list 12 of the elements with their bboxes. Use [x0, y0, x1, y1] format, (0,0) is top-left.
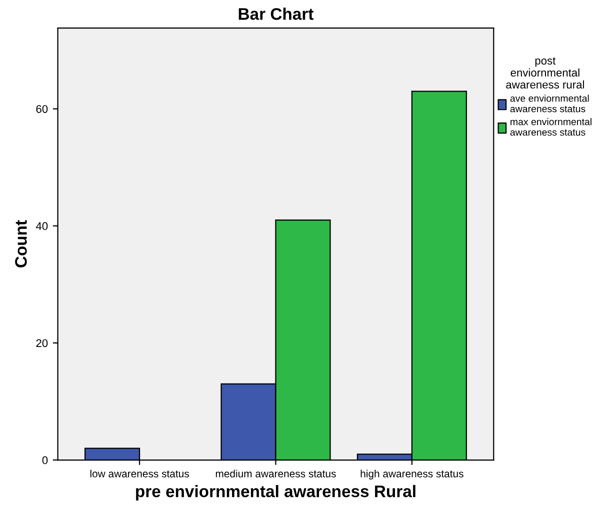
chart-title: Bar Chart: [238, 8, 314, 20]
y-tick-label: 40: [36, 222, 48, 230]
x-axis-title: pre enviornmental awareness Rural: [136, 485, 416, 501]
legend-label: max enviornmental awareness status: [510, 118, 592, 136]
legend-title: post enviornmental awareness rural: [506, 57, 584, 89]
x-tick-label: high awareness status: [360, 470, 464, 480]
y-axis-title: Count: [15, 220, 27, 268]
y-tick-label: 0: [42, 456, 48, 464]
y-tick-label: 20: [36, 339, 48, 348]
y-tick-label: 60: [36, 105, 48, 113]
x-tick-label: medium awareness status: [216, 470, 336, 478]
x-tick-label: low awareness status: [90, 470, 189, 478]
